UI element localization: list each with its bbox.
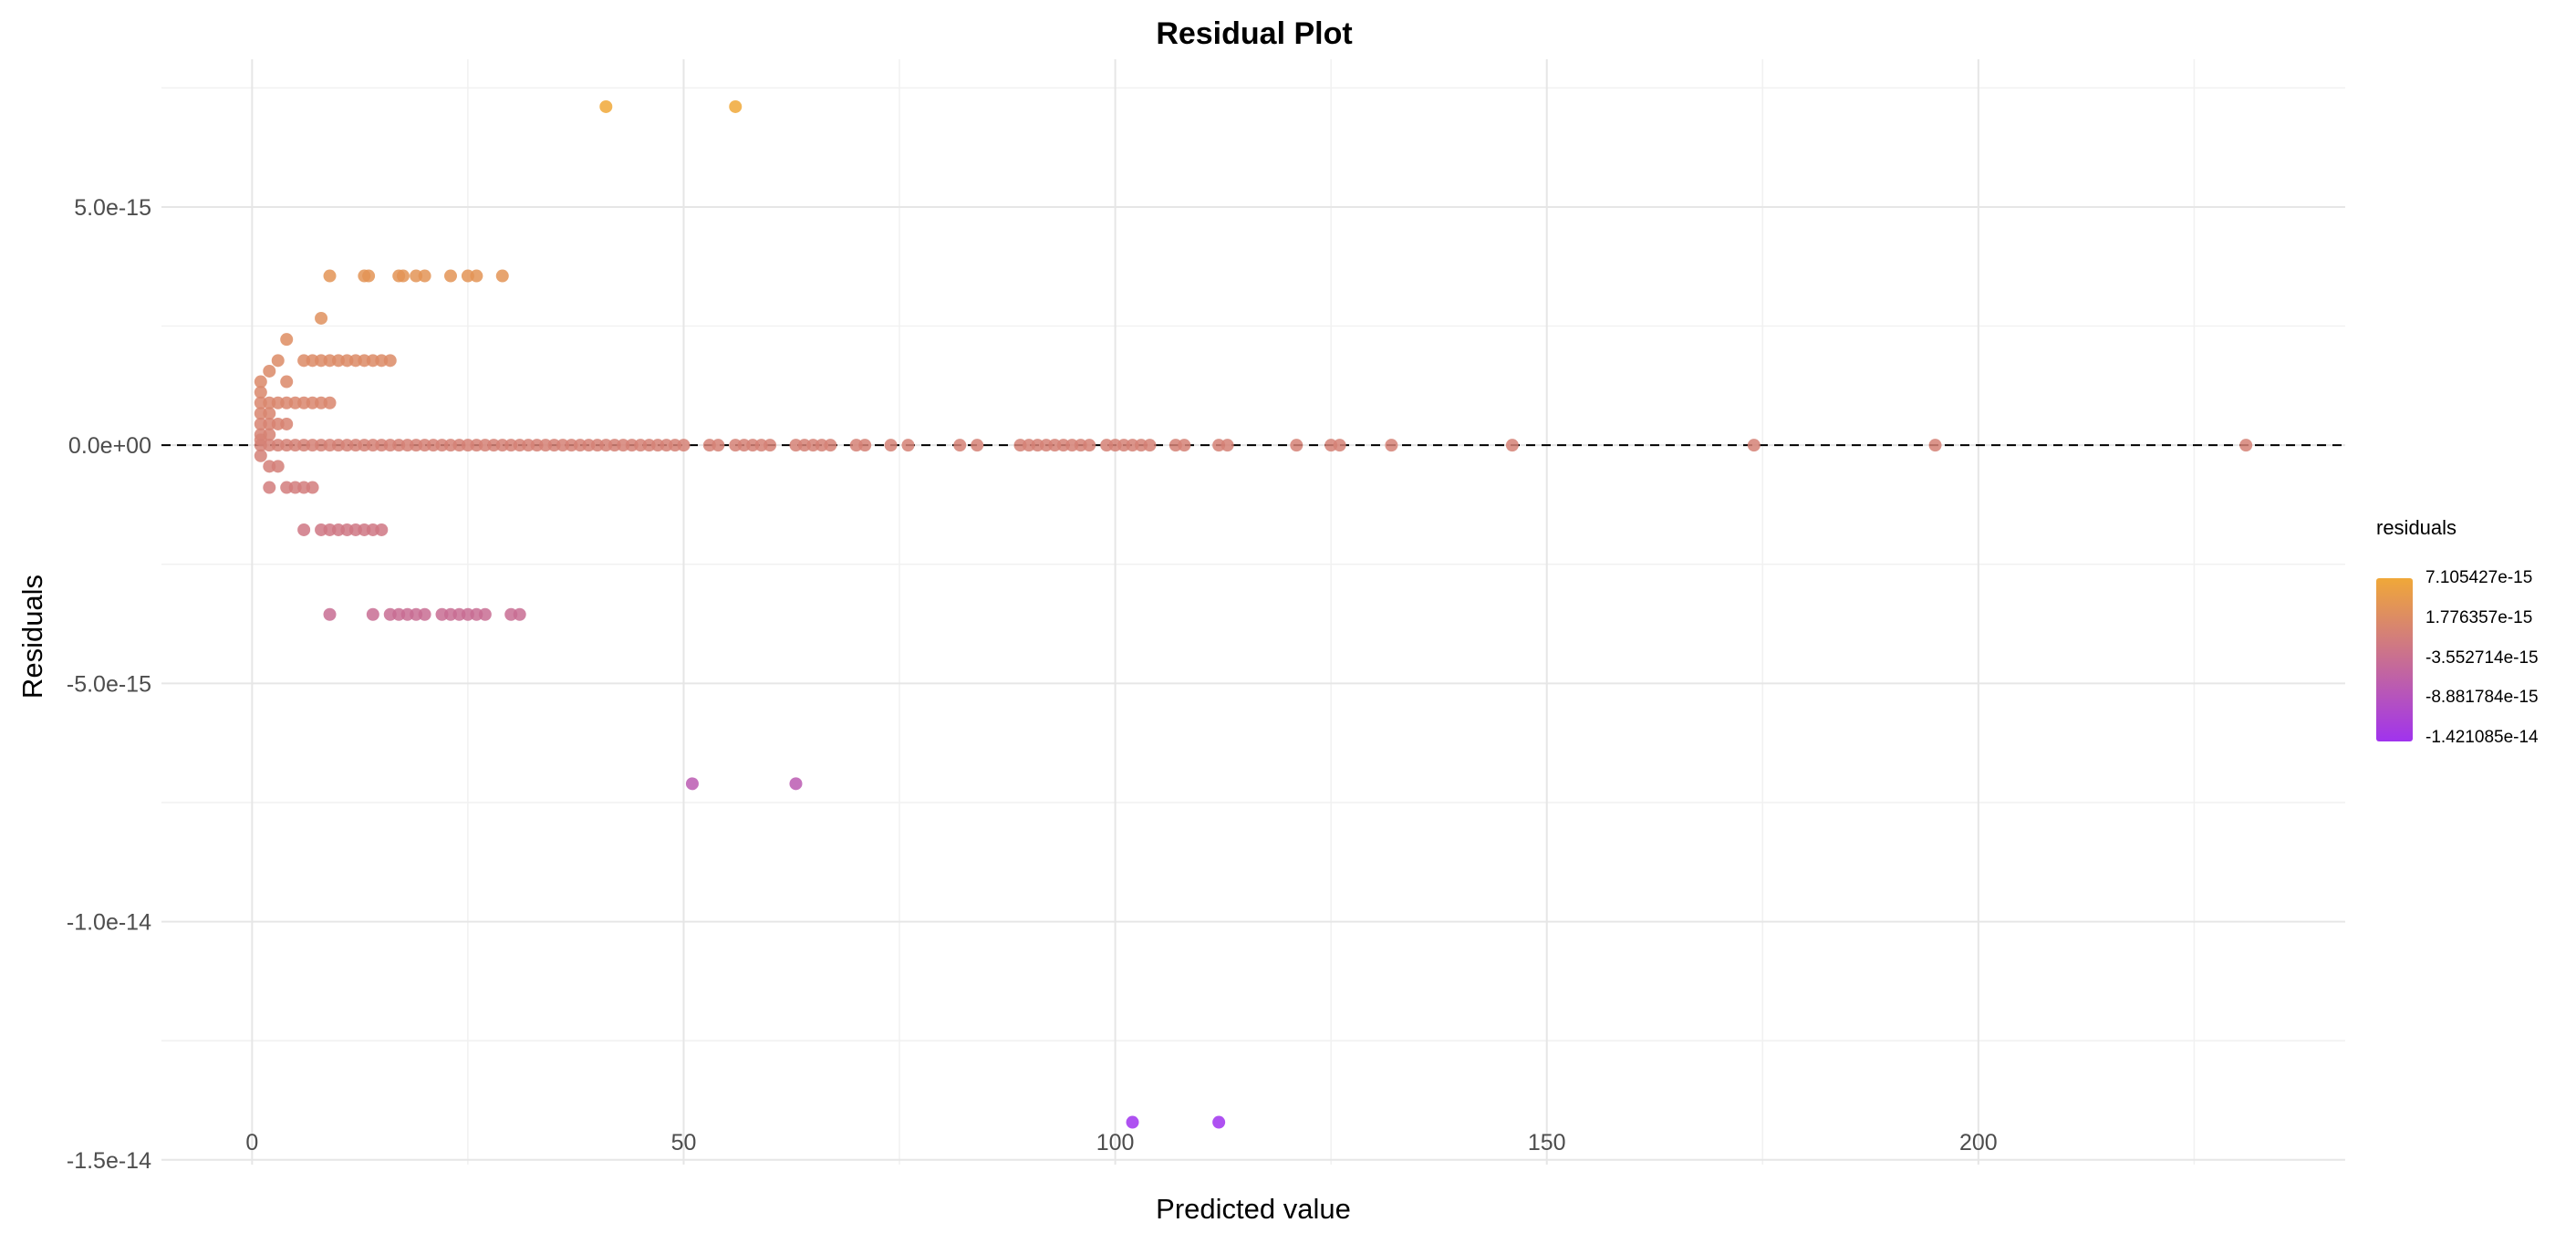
data-point (271, 354, 285, 368)
data-point (685, 777, 699, 791)
data-point (396, 269, 410, 283)
y-tick-label: -1.5e-14 (67, 1148, 151, 1174)
data-point (1747, 439, 1761, 452)
data-point (254, 449, 267, 462)
x-tick-label: 150 (1528, 1130, 1566, 1155)
data-point (599, 99, 613, 113)
data-point (1333, 439, 1346, 452)
y-tick-label: 5.0e-15 (74, 195, 151, 221)
data-point (263, 481, 276, 494)
data-point (443, 269, 457, 283)
data-point (280, 417, 294, 430)
data-point (280, 375, 294, 389)
legend-tick-label: -1.421085e-14 (2425, 728, 2539, 747)
data-point (375, 523, 389, 536)
data-point (1083, 439, 1096, 452)
data-point (824, 439, 837, 452)
data-point (1385, 439, 1398, 452)
x-axis-ticks: 0 50 100 150 200 (245, 1130, 1997, 1155)
data-point (315, 311, 328, 325)
data-point (323, 396, 337, 409)
data-point (1928, 439, 1942, 452)
data-point (953, 439, 967, 452)
y-axis-ticks: 5.0e-15 0.0e+00 -5.0e-15 -1.0e-14 -1.5e-14 (67, 195, 151, 1174)
data-point (971, 439, 984, 452)
y-axis-label: Residuals (16, 574, 48, 699)
data-point (323, 607, 337, 621)
data-point (513, 607, 526, 621)
data-point (1126, 1115, 1139, 1129)
data-point (884, 439, 898, 452)
data-point (1220, 439, 1234, 452)
data-points (254, 99, 2253, 1129)
data-point (362, 269, 376, 283)
data-point (2239, 439, 2253, 452)
legend-tick-label: -3.552714e-15 (2425, 648, 2539, 668)
legend-tick-label: -8.881784e-15 (2425, 688, 2539, 708)
data-point (366, 607, 379, 621)
y-tick-label: -1.0e-14 (67, 910, 151, 936)
y-tick-label: 0.0e+00 (68, 433, 151, 459)
data-point (1178, 439, 1191, 452)
chart-title: Residual Plot (1156, 16, 1353, 51)
data-point (1505, 439, 1519, 452)
x-tick-label: 50 (671, 1130, 697, 1155)
data-point (1212, 1115, 1226, 1129)
data-point (763, 439, 777, 452)
data-point (478, 607, 492, 621)
data-point (901, 439, 915, 452)
data-point (495, 269, 509, 283)
data-point (1143, 439, 1157, 452)
data-point (323, 269, 337, 283)
data-point (263, 407, 276, 420)
data-point (280, 333, 294, 347)
data-point (306, 481, 319, 494)
data-point (383, 354, 397, 368)
data-point (470, 269, 483, 283)
x-axis-label: Predicted value (1156, 1193, 1351, 1225)
data-point (271, 460, 285, 473)
data-point (677, 439, 691, 452)
data-point (789, 777, 803, 791)
data-point (729, 99, 743, 113)
data-point (858, 439, 872, 452)
data-point (418, 607, 431, 621)
data-point (297, 523, 311, 536)
legend-title: residuals (2376, 516, 2457, 539)
data-point (1290, 439, 1304, 452)
x-tick-label: 100 (1096, 1130, 1135, 1155)
x-tick-label: 0 (245, 1130, 258, 1155)
data-point (263, 364, 276, 378)
data-point (712, 439, 725, 452)
data-point (254, 375, 267, 389)
data-point (418, 269, 431, 283)
legend-color-bar (2376, 578, 2413, 741)
y-tick-label: -5.0e-15 (67, 671, 151, 697)
color-legend: residuals 7.105427e-15 1.776357e-15 -3.552… (2376, 516, 2539, 747)
legend-tick-label: 7.105427e-15 (2425, 568, 2533, 587)
x-tick-label: 200 (1959, 1130, 1998, 1155)
data-point (254, 386, 267, 399)
legend-tick-label: 1.776357e-15 (2425, 607, 2533, 627)
